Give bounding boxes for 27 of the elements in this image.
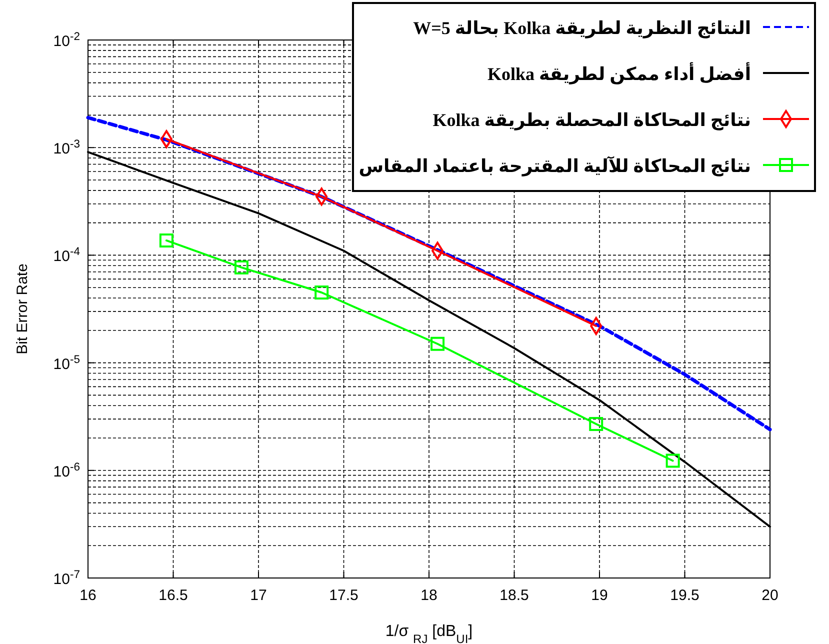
x-tick-label: 19.5 (670, 587, 700, 604)
x-tick-label: 20 (762, 587, 778, 604)
x-tick-label: 17.5 (329, 587, 358, 604)
y-tick-label: 10$^{-3}$ (53, 138, 80, 158)
legend-label: نتائج المحاكاة للآلية المقترحة باعتماد المقاس (358, 156, 751, 177)
legend-label: أفضل أداء ممكن لطريقة Kolka (487, 62, 751, 85)
x-axis-title: 1/σ $_{RJ}$ [dB$_{UI}$] (385, 623, 473, 644)
point (430, 336, 445, 351)
y-tick-label: 10$^{-6}$ (53, 461, 80, 480)
point (159, 233, 174, 248)
y-axis-title: Bit Error Rate (14, 264, 31, 354)
x-tick-label: 19 (591, 587, 608, 604)
x-tick-label: 16.5 (158, 587, 188, 604)
point (234, 260, 248, 274)
point (589, 416, 604, 431)
y-tick-label: 10$^{-2}$ (53, 31, 80, 50)
legend-label: نتائج المحاكاة المحصلة بطريقة Kolka (432, 110, 751, 131)
x-tick-label: 18 (420, 587, 438, 604)
y-tick-label: 10$^{-7}$ (53, 569, 80, 588)
x-tick-label: 18.5 (500, 587, 529, 604)
x-tick-label: 17 (250, 587, 267, 604)
legend-label: النتائج النظرية لطريقة Kolka بحالة W=5 (413, 18, 751, 39)
y-tick-label: 10$^{-4}$ (53, 246, 80, 266)
point (666, 454, 680, 468)
y-tick-label: 10$^{-5}$ (53, 354, 80, 373)
x-tick-label: 16 (80, 587, 96, 604)
point (314, 286, 329, 300)
